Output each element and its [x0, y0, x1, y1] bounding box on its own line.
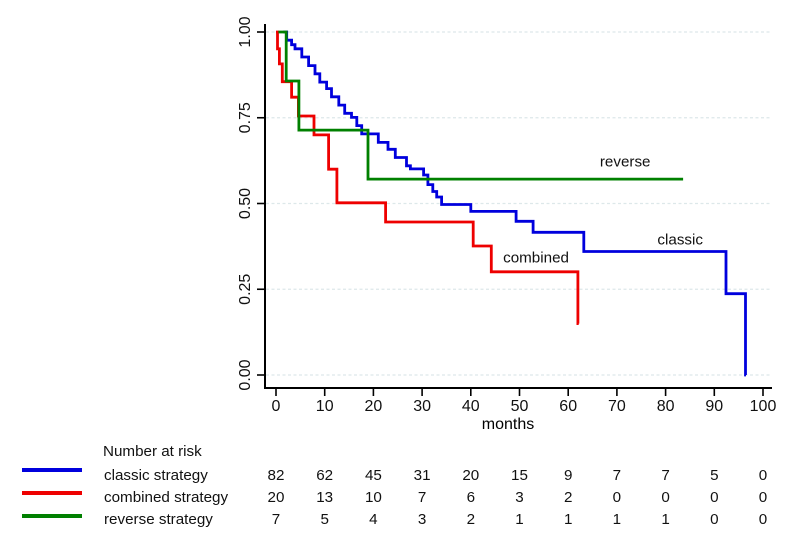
at-risk-value: 7: [418, 489, 426, 506]
at-risk-value: 82: [268, 467, 285, 484]
x-tick-label: 40: [462, 398, 480, 415]
at-risk-value: 7: [661, 467, 669, 484]
at-risk-value: 20: [268, 489, 285, 506]
at-risk-value: 31: [414, 467, 431, 484]
at-risk-value: 1: [515, 511, 523, 528]
at-risk-value: 0: [759, 489, 767, 506]
series-curve-combined: [276, 30, 580, 325]
at-risk-value: 9: [564, 467, 572, 484]
y-tick-label: 0.25: [237, 274, 254, 305]
at-risk-value: 0: [710, 511, 718, 528]
x-tick-label: 70: [608, 398, 626, 415]
x-tick-label: 60: [559, 398, 577, 415]
x-tick-label: 20: [365, 398, 383, 415]
y-tick-label: 0.00: [237, 359, 254, 390]
at-risk-value: 2: [564, 489, 572, 506]
at-risk-value: 10: [365, 489, 382, 506]
at-risk-value: 2: [467, 511, 475, 528]
at-risk-value: 5: [320, 511, 328, 528]
at-risk-value: 7: [613, 467, 621, 484]
x-axis-title: months: [481, 416, 535, 433]
at-risk-value: 3: [418, 511, 426, 528]
at-risk-value: 15: [511, 467, 528, 484]
at-risk-value: 5: [710, 467, 718, 484]
at-risk-value: 0: [710, 489, 718, 506]
curve-label-reverse: reverse: [599, 153, 651, 171]
x-tick-label: 30: [413, 398, 431, 415]
at-risk-value: 0: [759, 467, 767, 484]
curve-label-combined: combined: [503, 249, 569, 267]
y-tick-label: 1.00: [237, 16, 254, 47]
at-risk-value: 0: [661, 489, 669, 506]
series-curve-classic: [283, 30, 747, 377]
series-curve-reverse: [278, 30, 684, 181]
at-risk-value: 7: [272, 511, 280, 528]
at-risk-value: 6: [467, 489, 475, 506]
x-tick-label: 80: [657, 398, 675, 415]
at-risk-value: 0: [613, 489, 621, 506]
at-risk-value: 0: [759, 511, 767, 528]
at-risk-value: 1: [613, 511, 621, 528]
at-risk-row-label: combined strategy: [104, 489, 229, 506]
at-risk-value: 20: [462, 467, 479, 484]
x-tick-label: 0: [272, 398, 281, 415]
at-risk-value: 1: [564, 511, 572, 528]
at-risk-value: 4: [369, 511, 377, 528]
at-risk-value: 1: [661, 511, 669, 528]
at-risk-value: 3: [515, 489, 523, 506]
x-tick-label: 100: [750, 398, 777, 415]
curve-label-classic: classic: [657, 231, 703, 249]
at-risk-row-label: classic strategy: [104, 467, 208, 484]
at-risk-value: 62: [316, 467, 333, 484]
y-tick-label: 0.50: [237, 188, 254, 219]
at-risk-row-label: reverse strategy: [104, 511, 213, 528]
x-tick-label: 90: [705, 398, 723, 415]
at-risk-value: 13: [316, 489, 333, 506]
y-tick-label: 0.75: [237, 102, 254, 133]
x-tick-label: 10: [316, 398, 334, 415]
at-risk-title: Number at risk: [103, 443, 202, 460]
at-risk-value: 45: [365, 467, 382, 484]
x-tick-label: 50: [511, 398, 529, 415]
